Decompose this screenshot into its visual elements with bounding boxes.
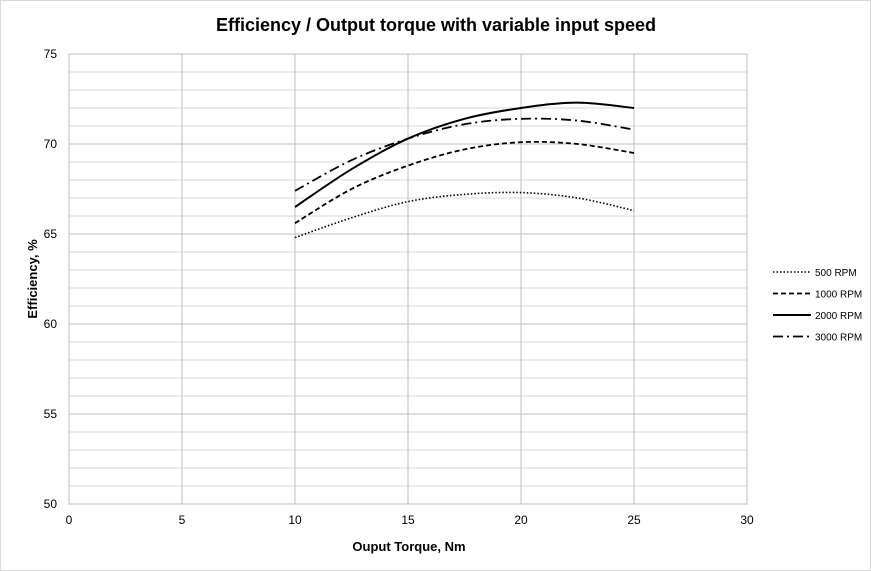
y-tick-label: 60 <box>44 317 58 331</box>
y-tick-label: 75 <box>44 47 58 61</box>
legend-label: 2000 RPM <box>815 311 862 322</box>
legend-label: 3000 RPM <box>815 333 862 344</box>
y-tick-label: 65 <box>44 227 58 241</box>
y-tick-label: 50 <box>44 497 58 511</box>
x-tick-label: 10 <box>288 513 302 527</box>
x-tick-label: 15 <box>401 513 415 527</box>
x-tick-label: 20 <box>514 513 528 527</box>
y-tick-label: 70 <box>44 137 58 151</box>
series-lines <box>294 101 635 239</box>
series-line-3000-rpm <box>294 117 635 192</box>
series-line-500-rpm <box>294 191 635 239</box>
y-tick-label: 55 <box>44 407 58 421</box>
plot-border <box>68 53 748 505</box>
grid <box>68 53 748 505</box>
x-tick-label: 5 <box>179 513 186 527</box>
chart-title: Efficiency / Output torque with variable… <box>216 15 656 35</box>
x-tick-label: 25 <box>627 513 641 527</box>
x-tick-label: 30 <box>740 513 754 527</box>
legend: 500 RPM 1000 RPM 2000 RPM 3000 RPM <box>773 268 862 344</box>
series-line-1000-rpm <box>294 140 635 224</box>
series-line-2000-rpm <box>294 101 635 208</box>
legend-label: 1000 RPM <box>815 290 862 301</box>
y-axis-title: Efficiency, % <box>25 239 40 319</box>
x-tick-label: 0 <box>66 513 73 527</box>
tick-labels: 0 5 10 15 20 25 30 50 55 60 65 70 75 <box>44 47 754 527</box>
legend-label: 500 RPM <box>815 268 857 279</box>
x-axis-title: Ouput Torque, Nm <box>352 539 465 554</box>
